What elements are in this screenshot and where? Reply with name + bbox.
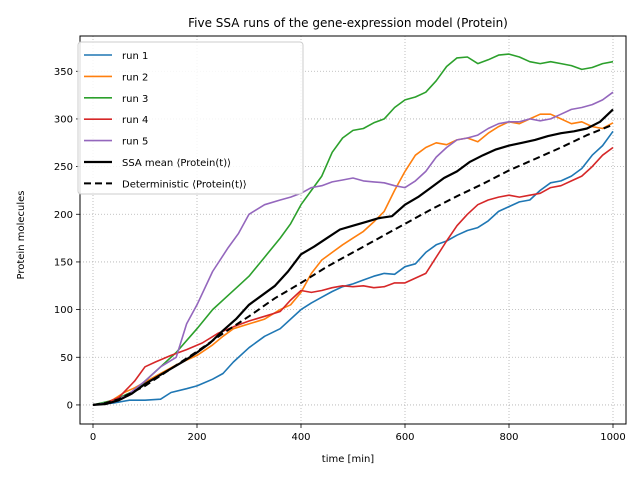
chart-title: Five SSA runs of the gene-expression mod… [188,16,508,30]
legend: run 1 run 2 run 3 run 4 run 5 SSA mean ⟨Prote… [77,41,304,195]
series-line-7 [92,123,614,406]
y-tick-label: 300 [54,114,73,125]
legend-entry: run 2 [122,72,148,83]
axis-ticks: 0 200 400 600 800 1000 0 50 100 150 200 250 300 350 [54,67,626,443]
y-tick-label: 100 [54,305,73,316]
legend-box [77,41,304,195]
series-line-4 [92,146,614,406]
y-tick-label: 200 [54,210,73,221]
y-tick-label: 50 [60,353,73,364]
x-tick-label: 800 [499,432,518,443]
series-line-2 [92,113,614,406]
y-axis-label: Protein molecules [16,191,27,280]
plot-frame [79,35,627,425]
series-line-3 [92,53,614,406]
y-tick-label: 250 [54,162,73,173]
legend-entry: run 3 [122,94,148,105]
series-line-5 [92,91,614,406]
x-tick-label: 600 [395,432,414,443]
legend-entry: Deterministic ⟨Protein(t)⟩ [122,179,247,190]
y-tick-label: 350 [54,67,73,78]
legend-entry: SSA mean ⟨Protein(t)⟩ [122,158,231,169]
x-axis-label: time [min] [322,454,375,465]
x-tick-label: 200 [187,432,206,443]
legend-entry: run 5 [122,137,148,148]
legend-entry: run 4 [122,115,148,126]
series-line-6 [92,108,614,406]
x-tick-label: 1000 [600,432,625,443]
y-tick-label: 150 [54,257,73,268]
x-tick-label: 0 [90,432,96,443]
plot-area [92,53,614,406]
x-tick-label: 400 [291,432,310,443]
legend-entry: run 1 [122,51,148,62]
y-tick-label: 0 [67,400,73,411]
